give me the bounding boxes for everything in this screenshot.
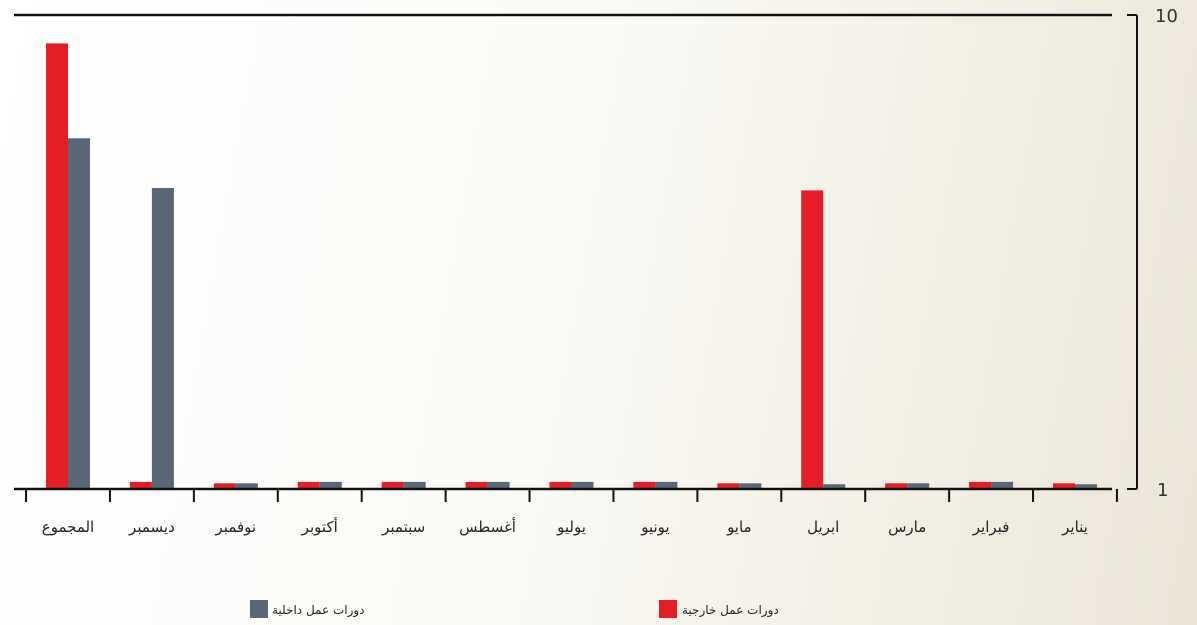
x-tick-label-2: مارس xyxy=(888,518,926,536)
bar-internal-5 xyxy=(655,481,678,489)
bar-external-0 xyxy=(1053,483,1075,489)
x-tick-label-9: أكتوبر xyxy=(301,517,338,536)
bar-internal-10 xyxy=(235,483,258,489)
legend: دورات عمل داخلية دورات عمل خارجية xyxy=(250,600,779,618)
x-tick-labels-group: يناير فبراير مارس ابريل مايو يونيو يوليو أغسطس س… xyxy=(42,517,1088,536)
bar-internal-0 xyxy=(1075,484,1097,489)
bar-internal-8 xyxy=(403,481,426,489)
x-tick-label-3: ابريل xyxy=(807,518,839,536)
x-tick-label-4: مايو xyxy=(726,518,752,536)
bar-internal-2 xyxy=(907,483,930,489)
x-tick-label-6: يوليو xyxy=(556,518,586,536)
bar-external-11 xyxy=(129,481,152,489)
x-tick-label-5: يونيو xyxy=(640,518,669,536)
bar-internal-12 xyxy=(68,138,90,490)
x-tick-label-7: أغسطس xyxy=(459,517,516,536)
bar-external-12 xyxy=(46,43,68,489)
legend-swatch-external xyxy=(659,600,677,618)
bar-internal-9 xyxy=(319,481,342,489)
legend-label-external: دورات عمل خارجية xyxy=(682,603,779,618)
bar-external-1 xyxy=(969,481,992,489)
x-tick-label-10: نوفمبر xyxy=(215,518,257,536)
x-tick-label-11: ديسمبر xyxy=(128,518,175,536)
y-tick-label-bottom: 1 xyxy=(1157,480,1168,501)
bar-internal-11 xyxy=(151,188,174,489)
bar-external-7 xyxy=(465,481,488,489)
legend-swatch-internal xyxy=(250,600,268,618)
bars-group xyxy=(46,43,1097,490)
x-tick-label-8: سبتمبر xyxy=(381,518,425,536)
bar-external-5 xyxy=(633,481,656,489)
x-tick-label-0: يناير xyxy=(1061,518,1088,536)
x-ticks-group xyxy=(25,489,1118,502)
bar-external-2 xyxy=(885,483,908,489)
legend-label-internal: دورات عمل داخلية xyxy=(272,603,365,618)
bar-external-6 xyxy=(549,481,572,489)
bar-external-8 xyxy=(381,481,404,489)
y-tick-label-top: 10 xyxy=(1155,6,1178,27)
bar-external-9 xyxy=(297,481,320,489)
bar-external-10 xyxy=(213,483,236,489)
bar-internal-7 xyxy=(487,481,510,489)
bar-external-4 xyxy=(717,483,740,489)
x-tick-label-12: المجموع xyxy=(42,518,94,536)
bar-internal-3 xyxy=(823,484,846,489)
bar-internal-6 xyxy=(571,481,594,489)
x-tick-label-1: فبراير xyxy=(972,518,1010,536)
bar-internal-4 xyxy=(739,483,762,489)
bar-external-3 xyxy=(801,190,824,489)
bar-internal-1 xyxy=(991,481,1014,489)
